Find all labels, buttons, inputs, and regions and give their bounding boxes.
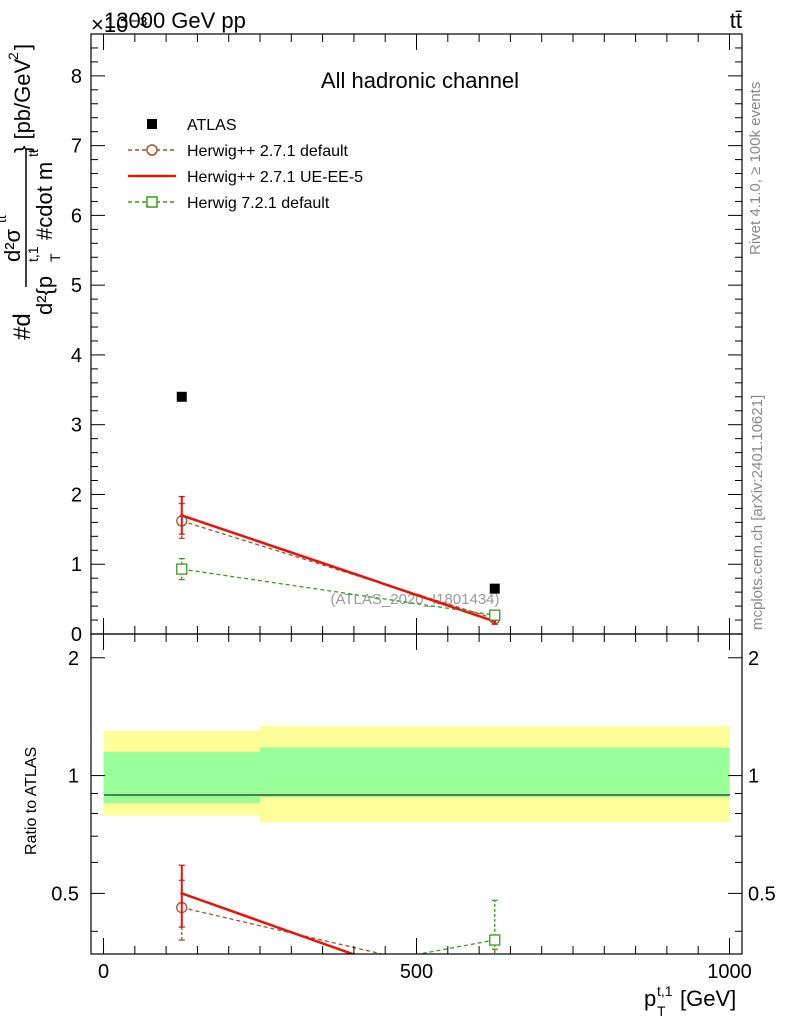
ylabel-close-sup: 2	[5, 52, 21, 60]
xlabel-sub: T	[657, 1003, 666, 1019]
ylabel-close: } [pb/GeV	[10, 58, 35, 153]
chart-title: All hadronic channel	[321, 68, 519, 93]
xlabel-sup: t,1	[657, 983, 673, 999]
main-ylabel: #d d²σ tt d²{p T t,1 #cdot m tt } [pb/Ge…	[0, 44, 63, 340]
ylabel-numerator-sup: tt	[0, 215, 9, 223]
ratio-ytick-label-right-2: 2	[748, 648, 759, 670]
ratio-herwig_721-point-1	[489, 934, 501, 946]
main-herwig_pp_default-line	[181, 520, 495, 620]
main-herwig_721-line	[181, 568, 495, 616]
ratio-herwig_pp_ueee5-point-1	[493, 1003, 496, 1006]
ratio-ylabel: Ratio to ATLAS	[23, 747, 40, 855]
ratio-series	[176, 864, 501, 1006]
energy-label: 13000 GeV pp	[104, 8, 246, 33]
legend-entry-atlas: ATLAS	[147, 117, 237, 134]
ylabel-denominator-rest-sup: tt	[25, 149, 41, 157]
main-ytick-label-8: 8	[71, 66, 82, 88]
ratio-ytick-label-right-0.5: 0.5	[748, 883, 776, 905]
legend-entry-herwig-pp-default: Herwig++ 2.7.1 default	[128, 143, 349, 160]
xtick-label-500: 500	[400, 961, 433, 983]
main-ytick-label-6: 6	[71, 205, 82, 227]
ylabel-denominator-rest: #cdot m	[32, 162, 57, 240]
main-herwig_pp_ueee5-point-0	[180, 513, 184, 517]
legend-atlas-marker	[147, 119, 157, 129]
analysis-annotation: (ATLAS_2020_I1801434)	[330, 591, 499, 608]
main-ytick-label-3: 3	[71, 415, 82, 437]
mcplots-label: mcplots.cern.ch [arXiv:2401.10621]	[749, 395, 766, 630]
legend-herwig-721-marker	[146, 196, 158, 208]
main-herwig_721-point-0	[176, 563, 188, 575]
ratio-herwig_pp_ueee5-point-0	[180, 891, 184, 895]
main-herwig_pp_ueee5-line	[181, 514, 496, 623]
xlabel: p t,1 T [GeV]	[644, 983, 736, 1019]
ratio-herwig_pp_default-point-1	[490, 975, 500, 985]
ylabel-prefix: #d	[9, 313, 36, 340]
ratio-ytick-label-0.5: 0.5	[51, 883, 79, 905]
main-ytick-label-2: 2	[71, 484, 82, 506]
legend-entry-herwig-pp-ueee5: Herwig++ 2.7.1 UE-EE-5	[128, 169, 363, 186]
ratio-herwig_721-point-0	[177, 993, 187, 1003]
main-atlas-point-0	[176, 391, 187, 402]
main-series	[176, 391, 501, 625]
ylabel-denominator-sub: T	[47, 253, 63, 262]
rivet-label: Rivet 4.1.0, ≥ 100k events	[747, 82, 764, 255]
band-inner-1	[260, 747, 730, 798]
legend: ATLAS Herwig++ 2.7.1 default Herwig++ 2.…	[128, 117, 363, 212]
main-ytick-label-5: 5	[71, 275, 82, 297]
legend-herwig-721-label: Herwig 7.2.1 default	[187, 195, 330, 212]
exponent-label: ×10⁻³	[91, 12, 147, 37]
axes: 0 1 2 3 4 5 6 7 8 0 500 1000 0.5 0.5 1 1 2 2	[51, 33, 776, 983]
xlabel-unit: [GeV]	[680, 986, 736, 1011]
ratio-ytick-label-right-1: 1	[748, 766, 759, 788]
xlabel-p: p	[644, 986, 656, 1011]
ylabel-close-end: ]	[10, 44, 35, 50]
ratio-ytick-label-2: 2	[68, 648, 79, 670]
ratio-herwig_pp_ueee5-line	[181, 892, 357, 954]
legend-herwig-pp-default-label: Herwig++ 2.7.1 default	[187, 143, 349, 160]
main-ytick-label-4: 4	[71, 345, 82, 367]
legend-atlas-label: ATLAS	[187, 117, 237, 134]
ylabel-denominator: d²{p	[32, 276, 57, 315]
xtick-label-0: 0	[98, 961, 109, 983]
legend-herwig-pp-ueee5-label: Herwig++ 2.7.1 UE-EE-5	[187, 169, 363, 186]
main-atlas-point-1	[489, 583, 500, 594]
main-ytick-label-1: 1	[71, 554, 82, 576]
process-label: tt̄	[730, 8, 742, 33]
main-ytick-label-7: 7	[71, 136, 82, 158]
ratio-bands	[103, 725, 730, 823]
xtick-label-1000: 1000	[707, 961, 752, 983]
legend-entry-herwig-721: Herwig 7.2.1 default	[128, 195, 330, 212]
main-ytick-label-0: 0	[71, 624, 82, 646]
ratio-herwig_pp_default-line	[181, 906, 385, 954]
main-herwig_721-point-1	[489, 609, 501, 621]
ylabel-denominator-sup: t,1	[25, 246, 41, 262]
legend-herwig-pp-default-marker	[146, 144, 158, 156]
ylabel-numerator: d²σ	[0, 228, 25, 262]
ratio-ytick-label-1: 1	[68, 766, 79, 788]
